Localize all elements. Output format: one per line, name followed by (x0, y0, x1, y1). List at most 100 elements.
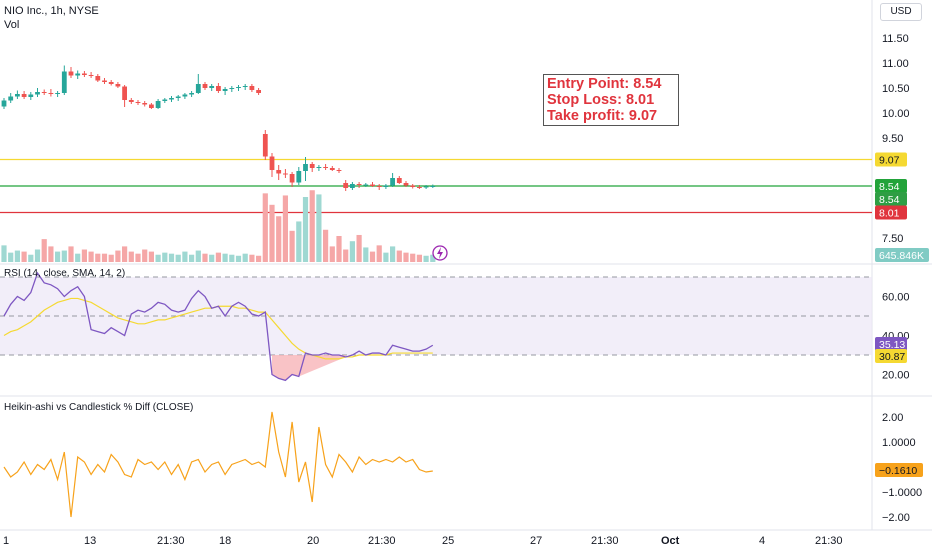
candle-body (175, 96, 181, 98)
volume-bar (61, 250, 67, 262)
candle-body (296, 171, 302, 183)
volume-bar (209, 254, 215, 262)
volume-bar (390, 246, 396, 262)
candle-body (417, 187, 422, 188)
entry-point-text: Entry Point: 8.54 (547, 76, 662, 92)
volume-bar (195, 250, 201, 262)
hk-value-badge-bg (875, 463, 923, 477)
volume-bar (349, 241, 355, 262)
volume-badge-bg (875, 248, 929, 262)
volume-bar (249, 254, 255, 262)
volume-bar (222, 253, 228, 262)
volume-bar (81, 249, 87, 262)
volume-bar (168, 253, 175, 262)
volume-bar (202, 253, 208, 262)
rsi-value-badge-bg (875, 337, 907, 351)
volume-bar (363, 247, 369, 262)
hk-tick-label: −2.00 (882, 512, 910, 524)
candle-body (82, 73, 87, 75)
candle-body (95, 76, 101, 81)
candle-body (202, 84, 208, 88)
volume-bar (289, 230, 295, 262)
volume-bar (416, 254, 422, 262)
volume-bar (34, 249, 41, 262)
volume-bar (302, 197, 309, 262)
volume-bar (88, 251, 94, 262)
volume-bar (336, 236, 342, 262)
hk-tick-label: 2.00 (882, 412, 903, 424)
price-tick-label: 10.00 (882, 108, 910, 120)
candle-body (15, 94, 20, 97)
currency-button[interactable]: USD (880, 3, 922, 21)
volume-bar (122, 246, 128, 262)
candle-body (222, 89, 228, 91)
volume-bar (329, 246, 335, 262)
price-tick-label: 11.00 (882, 58, 909, 70)
rsi-line (3, 271, 434, 382)
volume-bar (229, 254, 235, 262)
rsi-tick-label: 60.00 (882, 292, 910, 304)
volume-bar (115, 250, 121, 262)
volume-bar (135, 253, 141, 262)
candle-body (242, 86, 248, 87)
candle-body (48, 93, 54, 94)
volume-bar (14, 250, 20, 262)
candle-body (216, 86, 221, 91)
candle-body (336, 170, 342, 171)
volume-bar (276, 216, 282, 262)
candle-body (162, 99, 168, 101)
volume-bar (410, 253, 416, 262)
take-profit-text: Take profit: 9.07 (547, 108, 658, 124)
volume-bar (175, 254, 181, 262)
hk-tick-label: 1.0000 (882, 437, 916, 449)
time-tick-label: 21:30 (368, 535, 396, 547)
candle-body (309, 164, 315, 168)
candle-body (403, 183, 409, 186)
candle-body (108, 82, 114, 84)
candle-body (55, 93, 60, 94)
time-tick-label: 20 (307, 535, 319, 547)
rsi-tick-label: 20.00 (882, 370, 910, 382)
time-tick-label: 21:30 (591, 535, 619, 547)
candle-body (303, 164, 308, 171)
candle-body (356, 184, 362, 185)
volume-bar (75, 253, 81, 262)
volume-bar (262, 193, 268, 262)
candle-body (249, 86, 255, 90)
volume-bar (242, 253, 248, 262)
candle-body (323, 167, 328, 168)
time-tick-label: 1 (3, 535, 9, 547)
symbol-header: NIO Inc., 1h, NYSE Vol (4, 4, 99, 32)
time-tick-label: Oct (661, 535, 680, 547)
volume-bar (323, 229, 329, 262)
hk-diff-line (3, 411, 433, 518)
candle-body (8, 96, 14, 101)
candle-body (396, 178, 402, 183)
candle-body (376, 186, 382, 187)
price-tick-label: 10.50 (882, 83, 910, 95)
volume-bar (343, 249, 349, 262)
volume-bar (383, 252, 389, 262)
candle-body (262, 134, 268, 157)
candle-body (316, 167, 322, 168)
time-tick-label: 13 (84, 535, 96, 547)
volume-bar (309, 190, 315, 262)
candle-body (102, 80, 107, 82)
price-tick-label: 11.50 (882, 33, 909, 45)
volume-bar (162, 252, 168, 262)
volume-bar (316, 194, 322, 262)
volume-bar (41, 239, 47, 262)
volume-bar (21, 251, 27, 262)
candle-body (209, 86, 215, 88)
last-close-badge: 8.54 (879, 194, 900, 206)
candle-body (276, 170, 282, 174)
time-tick-label: 4 (759, 535, 765, 547)
volume-bar (142, 249, 148, 262)
candle-body (35, 92, 40, 95)
candle-body (88, 75, 94, 76)
trade-note[interactable]: Entry Point: 8.54 Stop Loss: 8.01 Take p… (543, 74, 679, 126)
candle-body (155, 101, 161, 108)
candle-body (229, 88, 235, 89)
